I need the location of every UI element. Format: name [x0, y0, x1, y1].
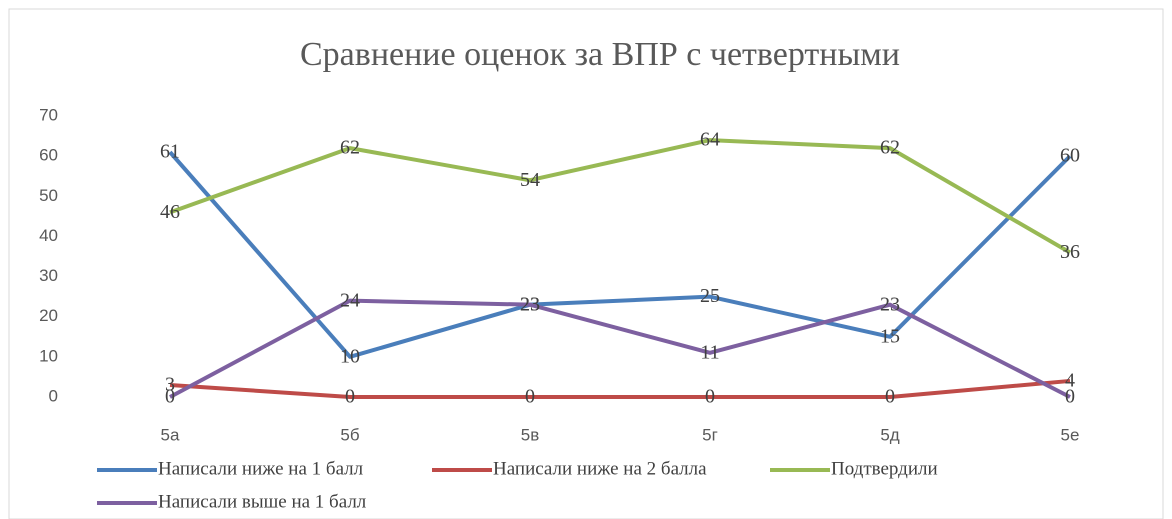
x-tick-label: 5б	[340, 425, 359, 444]
data-label: 0	[525, 386, 535, 408]
data-label: 3	[165, 374, 175, 396]
data-label: 0	[165, 386, 175, 408]
data-label: 64	[700, 129, 720, 151]
x-tick-label: 5в	[521, 425, 540, 444]
x-tick-label: 5г	[702, 425, 718, 444]
data-label: 15	[880, 325, 900, 347]
data-label: 46	[160, 201, 180, 223]
y-tick-label: 50	[39, 186, 58, 205]
data-label: 23	[520, 293, 540, 315]
y-tick-label: 10	[39, 346, 58, 365]
data-label: 60	[1060, 145, 1080, 167]
data-label: 4	[1065, 370, 1075, 392]
data-label: 24	[340, 289, 360, 311]
data-label: 23	[520, 293, 540, 315]
data-label: 0	[885, 386, 895, 408]
chart-border	[8, 8, 1164, 519]
data-label: 62	[340, 137, 360, 159]
y-tick-label: 40	[39, 226, 58, 245]
y-tick-label: 20	[39, 306, 58, 325]
y-tick-label: 30	[39, 266, 58, 285]
y-tick-label: 0	[49, 386, 58, 405]
chart-title: Сравнение оценок за ВПР с четвертными	[300, 36, 900, 73]
series-line	[169, 298, 1071, 399]
data-label: 0	[345, 386, 355, 408]
legend-label: Подтвердили	[831, 458, 938, 479]
legend-label: Написали ниже на 2 балла	[493, 458, 707, 479]
data-label: 23	[880, 293, 900, 315]
data-label: 0	[705, 386, 715, 408]
x-tick-label: 5е	[1061, 425, 1080, 444]
data-label: 36	[1060, 241, 1080, 263]
data-label: 10	[340, 345, 360, 367]
legend-label: Написали ниже на 1 балл	[158, 458, 364, 479]
data-label: 54	[520, 169, 540, 191]
series-line	[169, 138, 1072, 255]
data-label: 61	[160, 141, 180, 163]
y-tick-label: 70	[39, 105, 58, 124]
data-label: 0	[1065, 386, 1075, 408]
x-tick-label: 5д	[880, 425, 899, 444]
y-tick-label: 60	[39, 146, 58, 165]
series-line	[168, 150, 1072, 359]
x-tick-label: 5а	[161, 425, 180, 444]
legend-label: Написали выше на 1 балл	[158, 491, 367, 512]
data-label: 62	[880, 137, 900, 159]
data-label: 11	[700, 341, 719, 363]
series-line	[169, 378, 1071, 399]
data-label: 25	[700, 285, 720, 307]
